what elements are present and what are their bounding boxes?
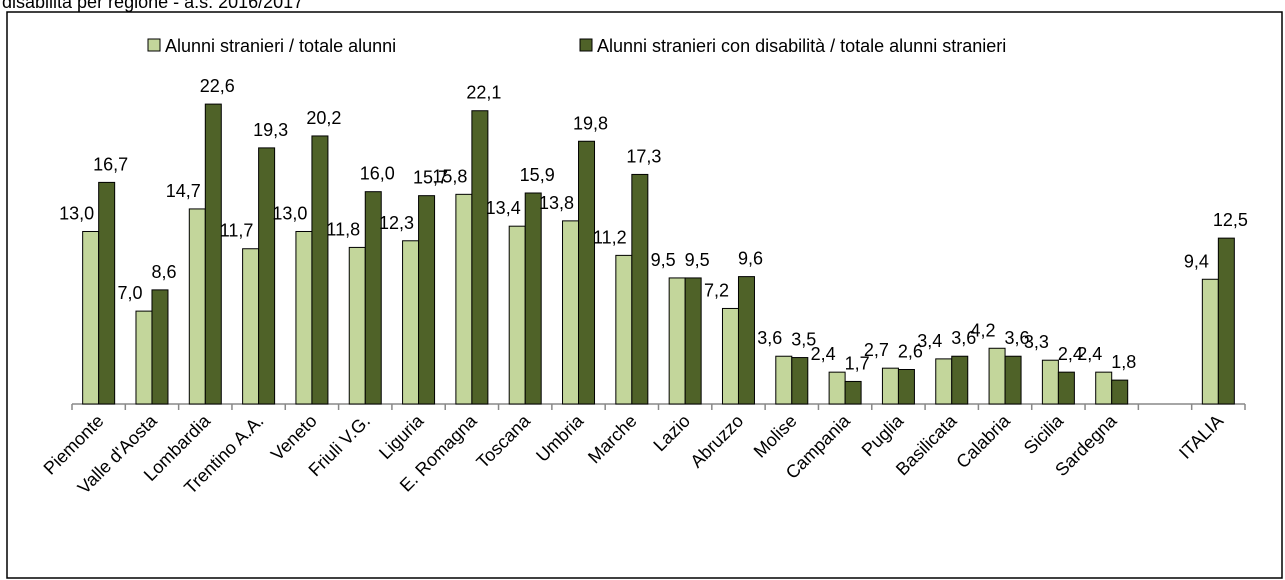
- bar: [348, 246, 366, 405]
- data-label: 1,8: [1111, 352, 1136, 372]
- bar: [951, 355, 969, 405]
- bar: [508, 225, 526, 405]
- data-label: 7,2: [704, 280, 729, 300]
- bar: [402, 240, 420, 405]
- data-label: 2,7: [864, 340, 889, 360]
- bar: [151, 289, 169, 405]
- data-label: 4,2: [971, 320, 996, 340]
- data-label: 9,4: [1184, 251, 1209, 271]
- data-label: 17,3: [626, 146, 661, 166]
- data-label: 8,6: [151, 262, 176, 282]
- legend-swatch: [147, 38, 161, 52]
- data-label: 13,8: [539, 193, 574, 213]
- bar: [631, 173, 649, 405]
- bar: [737, 276, 755, 405]
- bar: [1111, 379, 1129, 405]
- bar: [897, 368, 915, 405]
- data-label: 2,4: [1077, 344, 1102, 364]
- bar: [98, 181, 116, 405]
- data-label: 3,6: [951, 328, 976, 348]
- bar: [935, 358, 953, 405]
- data-label: 3,5: [791, 330, 816, 350]
- bar: [188, 208, 206, 405]
- bar: [242, 248, 260, 405]
- bar: [524, 192, 542, 405]
- bar: [1201, 278, 1219, 405]
- bar: [668, 277, 686, 405]
- bar: [684, 277, 702, 405]
- data-label: 14,7: [166, 181, 201, 201]
- data-label: 12,5: [1213, 210, 1248, 230]
- data-label: 2,4: [811, 344, 836, 364]
- data-label: 3,6: [757, 328, 782, 348]
- bar: [295, 230, 313, 405]
- legend-label: Alunni stranieri / totale alunni: [165, 36, 396, 56]
- data-label: 22,6: [200, 76, 235, 96]
- bar: [721, 307, 739, 405]
- bar: [578, 140, 596, 405]
- data-label: 2,4: [1058, 344, 1083, 364]
- data-label: 13,4: [486, 198, 521, 218]
- bar: [311, 135, 329, 405]
- data-label: 20,2: [306, 108, 341, 128]
- bar: [1057, 371, 1075, 405]
- data-label: 11,8: [326, 219, 360, 239]
- data-label: 11,2: [593, 227, 627, 247]
- data-label: 9,5: [685, 250, 710, 270]
- bar: [364, 191, 382, 405]
- data-label: 3,3: [1024, 332, 1049, 352]
- bar: [418, 195, 436, 405]
- bar: [775, 355, 793, 405]
- bar: [615, 254, 633, 405]
- data-label: 3,6: [1005, 328, 1030, 348]
- data-label: 15,8: [432, 166, 467, 186]
- bar: [455, 193, 473, 405]
- chart-title: disabilità per regione - a.s. 2016/2017: [2, 0, 303, 12]
- data-label: 19,3: [253, 120, 288, 140]
- bar: [1041, 359, 1059, 405]
- legend-swatch: [579, 38, 593, 52]
- bar: [828, 371, 846, 405]
- bar: [1004, 355, 1022, 405]
- data-label: 15,9: [520, 165, 555, 185]
- data-label: 16,0: [360, 164, 395, 184]
- bar: [204, 103, 222, 405]
- data-label: 11,7: [220, 221, 254, 241]
- data-label: 13,0: [272, 203, 307, 223]
- data-label: 13,0: [59, 203, 94, 223]
- data-label: 22,1: [466, 83, 501, 103]
- data-label: 1,7: [845, 353, 870, 373]
- bar: [82, 230, 100, 405]
- data-label: 15,7: [413, 168, 448, 188]
- bar: [791, 357, 809, 405]
- data-label: 19,8: [573, 113, 608, 133]
- bar: [471, 110, 489, 405]
- bar: [135, 310, 153, 405]
- bar: [258, 147, 276, 405]
- legend-label: Alunni stranieri con disabilità / totale…: [597, 36, 1006, 56]
- data-label: 3,4: [917, 331, 942, 351]
- data-label: 7,0: [117, 283, 142, 303]
- data-label: 2,6: [898, 341, 923, 361]
- data-label: 9,5: [651, 250, 676, 270]
- bar: [562, 220, 580, 405]
- data-label: 16,7: [93, 154, 128, 174]
- data-label: 9,6: [738, 249, 763, 269]
- bar: [1095, 371, 1113, 405]
- bar: [881, 367, 899, 405]
- bar: [844, 380, 862, 405]
- bar: [1217, 237, 1235, 405]
- bar: [988, 347, 1006, 405]
- data-label: 12,3: [379, 213, 414, 233]
